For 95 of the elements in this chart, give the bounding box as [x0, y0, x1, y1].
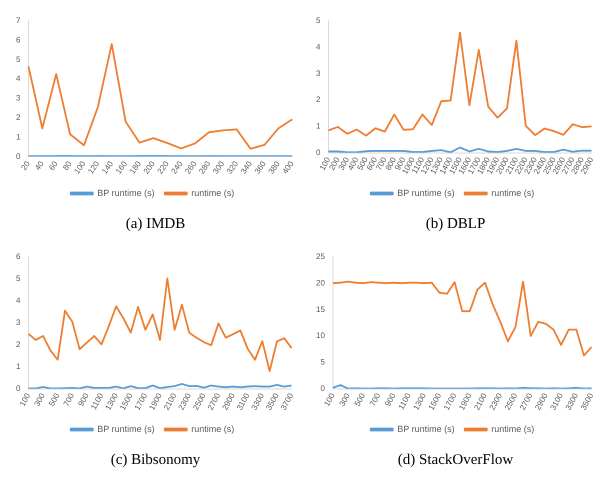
y-tick-label: 4 — [16, 74, 21, 84]
x-tick-label: 2700 — [518, 391, 535, 412]
y-tick-label: 2 — [316, 95, 321, 104]
x-tick-label: 260 — [183, 159, 199, 176]
x-tick-label: 300 — [32, 391, 48, 408]
x-tick-label: 200 — [142, 159, 158, 176]
legend-label: runtime (s) — [191, 424, 234, 434]
y-tick-label: 15 — [316, 304, 326, 314]
x-tick-label: 100 — [18, 391, 32, 408]
y-tick-label: 4 — [316, 42, 321, 52]
x-tick-label: 3500 — [264, 391, 281, 412]
y-tick-label: 2 — [16, 112, 21, 122]
x-tick-label: 160 — [114, 159, 130, 176]
x-tick-label: 2700 — [206, 391, 222, 412]
y-tick-label: 3 — [16, 318, 21, 327]
y-tick-label: 10 — [316, 331, 326, 340]
x-tick-label: 1900 — [147, 391, 164, 412]
x-tick-label: 1700 — [132, 391, 150, 412]
x-tick-label: 1100 — [89, 391, 106, 412]
y-tick-label: 0 — [16, 152, 21, 161]
text: (b) DBLP — [424, 216, 486, 233]
x-tick-label: 400 — [280, 159, 296, 176]
y-tick-label: 25 — [316, 252, 326, 262]
x-tick-label: 900 — [76, 391, 91, 408]
x-tick-label: 300 — [338, 391, 352, 408]
legend-label: runtime (s) — [191, 188, 234, 198]
x-tick-label: 2100 — [162, 391, 179, 412]
x-tick-label: 1100 — [396, 391, 413, 412]
y-tick-label: 5 — [316, 16, 321, 26]
x-tick-label: 2500 — [502, 391, 520, 412]
x-tick-label: 120 — [86, 159, 102, 176]
x-tick-label: 3700 — [278, 391, 296, 412]
x-tick-label: 360 — [252, 159, 268, 176]
legend-label: BP runtime (s) — [397, 188, 455, 198]
y-tick-label: 5 — [16, 274, 21, 283]
legend-label: runtime (s) — [491, 188, 534, 198]
legend-label: BP runtime (s) — [97, 424, 155, 434]
x-tick-label: 60 — [47, 159, 60, 172]
x-tick-label: 1700 — [442, 391, 459, 412]
x-tick-label: 240 — [169, 159, 185, 176]
x-tick-label: 3300 — [250, 391, 266, 412]
x-tick-label: 500 — [352, 391, 368, 408]
x-tick-label: 1500 — [118, 391, 135, 412]
x-tick-label: 3300 — [564, 391, 580, 412]
y-tick-label: 0 — [16, 384, 21, 393]
x-tick-label: 2300 — [488, 391, 504, 412]
x-tick-label: 900 — [383, 391, 398, 408]
x-tick-label: 2300 — [176, 391, 194, 412]
y-tick-label: 1 — [16, 132, 21, 142]
x-tick-label: 700 — [62, 391, 76, 408]
x-tick-label: 3100 — [235, 391, 252, 412]
x-tick-label: 3500 — [578, 391, 596, 412]
x-tick-label: 40 — [33, 159, 46, 172]
y-tick-label: 5 — [320, 358, 326, 367]
legend-label: BP runtime (s) — [397, 424, 455, 434]
y-tick-label: 2 — [16, 340, 21, 349]
legend-label: BP runtime (s) — [97, 188, 155, 198]
text: (d) StackOverFlow — [396, 452, 514, 469]
x-tick-label: 700 — [368, 391, 382, 408]
y-tick-label: 3 — [16, 94, 21, 103]
x-tick-label: 280 — [197, 159, 213, 176]
y-tick-label: 6 — [16, 252, 21, 262]
y-tick-label: 20 — [316, 278, 326, 288]
legend-label: runtime (s) — [491, 424, 534, 434]
text: (a) IMDB — [124, 216, 186, 233]
x-tick-label: 500 — [47, 391, 62, 408]
y-tick-label: 3 — [316, 68, 321, 78]
x-tick-label: 380 — [266, 159, 282, 176]
y-tick-label: 5 — [16, 54, 21, 64]
y-tick-label: 4 — [16, 296, 21, 305]
x-tick-label: 1300 — [103, 391, 120, 412]
x-tick-label: 2100 — [472, 391, 490, 412]
y-tick-label: 6 — [16, 35, 21, 44]
x-tick-label: 180 — [128, 159, 144, 176]
y-tick-label: 0 — [316, 148, 321, 157]
x-tick-label: 100 — [72, 159, 88, 176]
text: (c) Bibsonomy — [110, 452, 202, 469]
x-tick-label: 340 — [238, 159, 254, 176]
x-tick-label: 320 — [225, 159, 240, 176]
x-tick-label: 220 — [156, 159, 172, 176]
x-tick-label: 3100 — [548, 391, 566, 412]
x-tick-label: 300 — [211, 159, 227, 176]
y-tick-label: 1 — [16, 362, 21, 371]
x-tick-label: 100 — [322, 391, 337, 408]
x-tick-label: 1300 — [412, 391, 428, 412]
y-tick-label: 1 — [316, 122, 321, 131]
x-tick-label: 2900 — [533, 391, 550, 412]
x-tick-label: 1900 — [457, 391, 474, 412]
y-tick-label: 0 — [320, 384, 326, 393]
x-tick-label: 1500 — [426, 391, 444, 412]
x-tick-label: 140 — [100, 159, 116, 176]
x-tick-label: 2500 — [191, 391, 208, 412]
x-tick-label: 2900 — [220, 391, 238, 412]
x-tick-label: 80 — [61, 159, 74, 172]
y-tick-label: 7 — [16, 16, 21, 26]
